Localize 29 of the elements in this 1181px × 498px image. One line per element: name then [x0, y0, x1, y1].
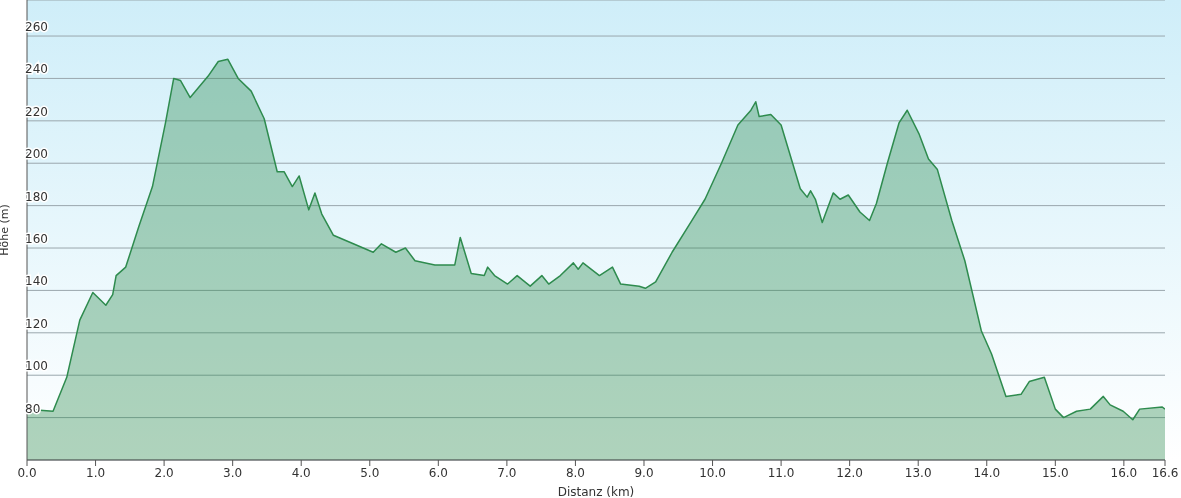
- y-tick-label: 200: [25, 147, 48, 162]
- x-tick-label: 16.6: [1151, 465, 1179, 480]
- y-tick-label: 240: [25, 62, 48, 77]
- y-tick-label: 180: [25, 189, 48, 204]
- y-tick-label: 220: [25, 104, 48, 119]
- x-tick-label: 1.0: [86, 465, 106, 480]
- x-axis-title: Distanz (km): [557, 485, 635, 498]
- y-tick-label: 160: [25, 232, 48, 247]
- x-tick-label: 4.0: [291, 465, 311, 480]
- x-tick-label: 8.0: [565, 465, 585, 480]
- x-tick-label: 6.0: [428, 465, 448, 480]
- y-tick-label: 100: [25, 359, 48, 374]
- x-tick-label: 0.0: [17, 465, 37, 480]
- x-tick-label: 13.0: [904, 465, 932, 480]
- x-tick-label: 11.0: [767, 465, 795, 480]
- x-tick-label: 3.0: [223, 465, 243, 480]
- y-tick-label: 260: [25, 20, 48, 35]
- y-axis-title: Höhe (m): [0, 204, 11, 256]
- x-tick-label: 16.0: [1110, 465, 1138, 480]
- x-tick-label: 15.0: [1041, 465, 1069, 480]
- x-tick-label: 2.0: [154, 465, 174, 480]
- x-tick-label: 9.0: [634, 465, 654, 480]
- x-tick-label: 10.0: [699, 465, 726, 480]
- x-tick-label: 12.0: [836, 465, 864, 480]
- y-tick-label: 140: [25, 274, 48, 289]
- y-tick-label: 120: [25, 316, 48, 331]
- x-tick-label: 5.0: [360, 465, 380, 480]
- x-tick-label: 7.0: [497, 465, 517, 480]
- x-tick-label: 14.0: [973, 465, 1001, 480]
